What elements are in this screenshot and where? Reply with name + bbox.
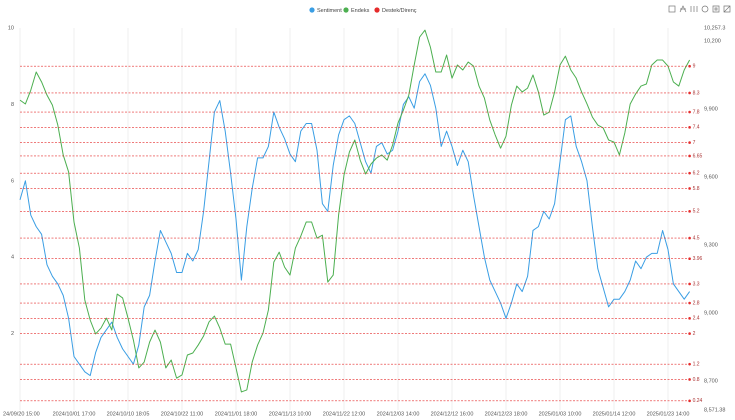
y-tick-label: 8 xyxy=(11,102,14,108)
level-label: 0.24 xyxy=(693,398,703,404)
x-tick-label: 2025/01/14 12:00 xyxy=(593,411,636,417)
y2-tick-label: 10,257.3 xyxy=(704,25,725,31)
y2-tick-label: 10,200 xyxy=(704,38,721,44)
tool-bar[interactable] xyxy=(690,6,698,12)
x-tick-label: 2024/12/12 16:00 xyxy=(431,411,474,417)
level-dot xyxy=(688,257,691,261)
level-dot xyxy=(688,110,691,114)
level-label: 6.2 xyxy=(693,170,700,176)
level-dot xyxy=(688,154,691,158)
legend-marker xyxy=(343,7,349,13)
x-tick-label: 2024/12/03 14:00 xyxy=(377,411,420,417)
x-tick-label: 2025/01/23 14:00 xyxy=(647,411,690,417)
y2-tick-label: 9,000 xyxy=(704,310,718,316)
level-label: 3.3 xyxy=(693,281,700,287)
level-label: 2 xyxy=(693,331,696,337)
level-dot xyxy=(688,378,691,381)
series-line xyxy=(19,29,691,393)
tool-restore[interactable] xyxy=(701,5,709,13)
level-dot xyxy=(688,210,691,213)
level-label: 8.3 xyxy=(693,90,700,96)
legend-marker xyxy=(374,7,380,13)
legend-marker xyxy=(309,7,315,13)
y2-tick-label: 9,300 xyxy=(704,242,718,248)
level-dot xyxy=(688,236,691,240)
y-tick-label: 4 xyxy=(11,255,14,261)
level-label: 2.8 xyxy=(693,300,700,306)
y2-tick-label: 8,571.38 xyxy=(704,407,725,413)
x-tick-label: 2025/01/03 10:00 xyxy=(539,411,582,417)
y2-tick-label: 9,600 xyxy=(704,174,718,180)
tool-data[interactable] xyxy=(712,5,720,13)
level-label: 0.8 xyxy=(693,377,700,383)
level-label: 2.4 xyxy=(693,316,700,322)
toolbox[interactable] xyxy=(668,5,731,13)
level-dot xyxy=(688,126,691,129)
x-tick-label: 2024/11/13 10:00 xyxy=(269,411,311,417)
y-tick-label: 10 xyxy=(8,25,14,31)
level-dot xyxy=(688,362,691,366)
x-tick-label: 2024/12/23 18:00 xyxy=(485,411,528,417)
legend-label: Endeks xyxy=(351,8,370,14)
level-dot xyxy=(688,282,691,286)
tool-save[interactable] xyxy=(723,5,731,13)
tool-line[interactable] xyxy=(679,5,687,13)
level-label: 6.65 xyxy=(693,153,703,159)
level-label: 5.8 xyxy=(693,186,700,192)
level-dot xyxy=(688,187,691,190)
level-dot xyxy=(688,317,691,320)
level-dot xyxy=(688,91,691,95)
x-tick-label: 2024/11/01 18:00 xyxy=(215,411,257,417)
legend-label: Sentiment xyxy=(317,8,342,14)
level-label: 9 xyxy=(693,64,696,70)
x-tick-label: 2024/11/22 12:00 xyxy=(323,411,365,417)
level-dot xyxy=(688,171,691,175)
x-tick-label: 24/09/20 15:00 xyxy=(3,411,40,417)
level-dot xyxy=(688,301,691,305)
level-label: 7 xyxy=(693,140,696,146)
level-dot xyxy=(688,332,691,335)
level-label: 3.96 xyxy=(693,256,703,262)
y-tick-label: 6 xyxy=(11,178,14,184)
x-tick-label: 2024/10/22 11:00 xyxy=(161,411,203,417)
x-tick-label: 2024/10/10 18:05 xyxy=(107,411,150,417)
tool-zoom[interactable] xyxy=(668,5,676,13)
y2-tick-label: 8,700 xyxy=(704,378,718,384)
x-tick-label: 2024/10/01 17:00 xyxy=(53,411,96,417)
level-label: 7.4 xyxy=(693,125,700,131)
level-dot xyxy=(688,141,691,144)
level-label: 4.5 xyxy=(693,235,700,241)
level-label: 5.2 xyxy=(693,209,700,215)
level-label: 1.2 xyxy=(693,361,700,367)
level-label: 7.8 xyxy=(693,109,700,115)
level-dot xyxy=(688,64,691,68)
level-dot xyxy=(688,399,691,403)
y-tick-label: 2 xyxy=(11,331,14,337)
y2-tick-label: 9,900 xyxy=(704,106,718,112)
legend-label: Destek/Direnç xyxy=(382,8,417,14)
series-line xyxy=(19,73,691,377)
